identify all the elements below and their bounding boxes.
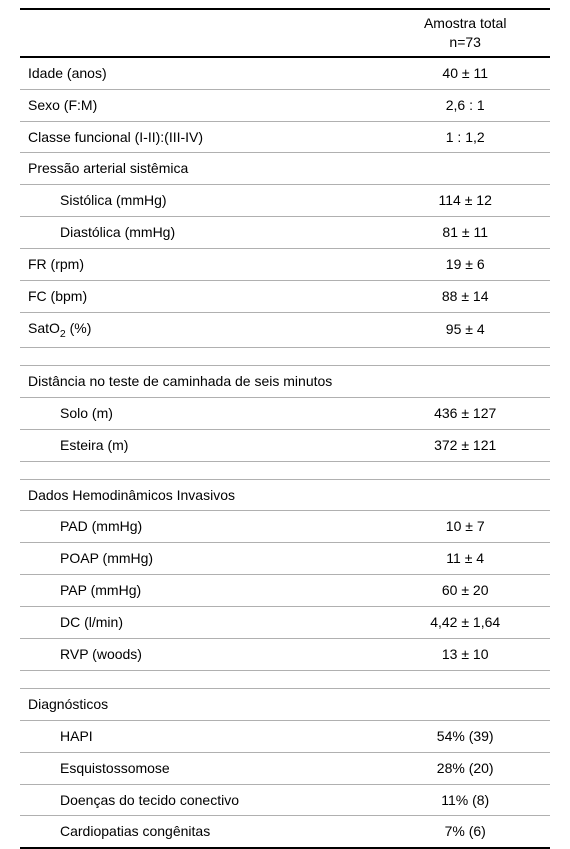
row-label: Dados Hemodinâmicos Invasivos bbox=[20, 479, 380, 511]
spacer-row bbox=[20, 461, 550, 479]
row-label: PAP (mmHg) bbox=[20, 575, 380, 607]
row-value: 11 ± 4 bbox=[380, 543, 550, 575]
row-label: Diastólica (mmHg) bbox=[20, 217, 380, 249]
row-value: 60 ± 20 bbox=[380, 575, 550, 607]
header-label-cell bbox=[20, 9, 380, 57]
row-value bbox=[380, 365, 550, 397]
header-value-line1: Amostra total bbox=[424, 15, 506, 31]
table-row: SatO2 (%)95 ± 4 bbox=[20, 312, 550, 347]
row-value: 19 ± 6 bbox=[380, 249, 550, 281]
row-label: Solo (m) bbox=[20, 397, 380, 429]
row-value: 372 ± 121 bbox=[380, 429, 550, 461]
table-row: FR (rpm)19 ± 6 bbox=[20, 249, 550, 281]
row-label: Esquistossomose bbox=[20, 752, 380, 784]
row-value: 2,6 : 1 bbox=[380, 89, 550, 121]
row-label: Idade (anos) bbox=[20, 57, 380, 89]
row-value: 13 ± 10 bbox=[380, 639, 550, 671]
row-label: DC (l/min) bbox=[20, 607, 380, 639]
row-label: HAPI bbox=[20, 720, 380, 752]
spacer-row bbox=[20, 670, 550, 688]
row-value: 88 ± 14 bbox=[380, 281, 550, 313]
row-value: 28% (20) bbox=[380, 752, 550, 784]
data-table: Amostra total n=73 Idade (anos)40 ± 11Se… bbox=[20, 8, 550, 849]
table-row: HAPI54% (39) bbox=[20, 720, 550, 752]
row-value: 95 ± 4 bbox=[380, 312, 550, 347]
row-label: POAP (mmHg) bbox=[20, 543, 380, 575]
spacer-cell bbox=[20, 670, 550, 688]
row-label: Esteira (m) bbox=[20, 429, 380, 461]
row-label: PAD (mmHg) bbox=[20, 511, 380, 543]
table-row: RVP (woods)13 ± 10 bbox=[20, 639, 550, 671]
row-value: 10 ± 7 bbox=[380, 511, 550, 543]
row-label: Doenças do tecido conectivo bbox=[20, 784, 380, 816]
row-value: 40 ± 11 bbox=[380, 57, 550, 89]
spacer-cell bbox=[20, 461, 550, 479]
row-label: Cardiopatias congênitas bbox=[20, 816, 380, 848]
row-label: Distância no teste de caminhada de seis … bbox=[20, 365, 380, 397]
row-label: FC (bpm) bbox=[20, 281, 380, 313]
header-value-cell: Amostra total n=73 bbox=[380, 9, 550, 57]
table-row: FC (bpm)88 ± 14 bbox=[20, 281, 550, 313]
table-row: Distância no teste de caminhada de seis … bbox=[20, 365, 550, 397]
row-value: 54% (39) bbox=[380, 720, 550, 752]
table-row: POAP (mmHg)11 ± 4 bbox=[20, 543, 550, 575]
row-value: 11% (8) bbox=[380, 784, 550, 816]
row-value: 81 ± 11 bbox=[380, 217, 550, 249]
table-row: Cardiopatias congênitas7% (6) bbox=[20, 816, 550, 848]
table-row: Diastólica (mmHg)81 ± 11 bbox=[20, 217, 550, 249]
table-row: Solo (m)436 ± 127 bbox=[20, 397, 550, 429]
table-row: PAP (mmHg)60 ± 20 bbox=[20, 575, 550, 607]
row-value bbox=[380, 153, 550, 185]
table-row: Esteira (m)372 ± 121 bbox=[20, 429, 550, 461]
spacer-cell bbox=[20, 347, 550, 365]
table-row: PAD (mmHg)10 ± 7 bbox=[20, 511, 550, 543]
table-header-row: Amostra total n=73 bbox=[20, 9, 550, 57]
table-body: Idade (anos)40 ± 11Sexo (F:M)2,6 : 1Clas… bbox=[20, 57, 550, 849]
row-value: 436 ± 127 bbox=[380, 397, 550, 429]
table-row: Idade (anos)40 ± 11 bbox=[20, 57, 550, 89]
row-label: FR (rpm) bbox=[20, 249, 380, 281]
table-row: Diagnósticos bbox=[20, 688, 550, 720]
row-label: RVP (woods) bbox=[20, 639, 380, 671]
row-value: 1 : 1,2 bbox=[380, 121, 550, 153]
row-value bbox=[380, 479, 550, 511]
table-row: Pressão arterial sistêmica bbox=[20, 153, 550, 185]
row-label: Pressão arterial sistêmica bbox=[20, 153, 380, 185]
row-value: 7% (6) bbox=[380, 816, 550, 848]
table-row: DC (l/min)4,42 ± 1,64 bbox=[20, 607, 550, 639]
spacer-row bbox=[20, 347, 550, 365]
table-row: Esquistossomose28% (20) bbox=[20, 752, 550, 784]
table-row: Doenças do tecido conectivo11% (8) bbox=[20, 784, 550, 816]
header-value-line2: n=73 bbox=[449, 34, 481, 50]
row-label: Classe funcional (I-II):(III-IV) bbox=[20, 121, 380, 153]
row-value: 4,42 ± 1,64 bbox=[380, 607, 550, 639]
row-label: Sexo (F:M) bbox=[20, 89, 380, 121]
table-row: Dados Hemodinâmicos Invasivos bbox=[20, 479, 550, 511]
table-row: Sexo (F:M)2,6 : 1 bbox=[20, 89, 550, 121]
row-label: Sistólica (mmHg) bbox=[20, 185, 380, 217]
table-row: Sistólica (mmHg)114 ± 12 bbox=[20, 185, 550, 217]
table-row: Classe funcional (I-II):(III-IV)1 : 1,2 bbox=[20, 121, 550, 153]
row-label: SatO2 (%) bbox=[20, 312, 380, 347]
row-label: Diagnósticos bbox=[20, 688, 380, 720]
row-value bbox=[380, 688, 550, 720]
row-value: 114 ± 12 bbox=[380, 185, 550, 217]
